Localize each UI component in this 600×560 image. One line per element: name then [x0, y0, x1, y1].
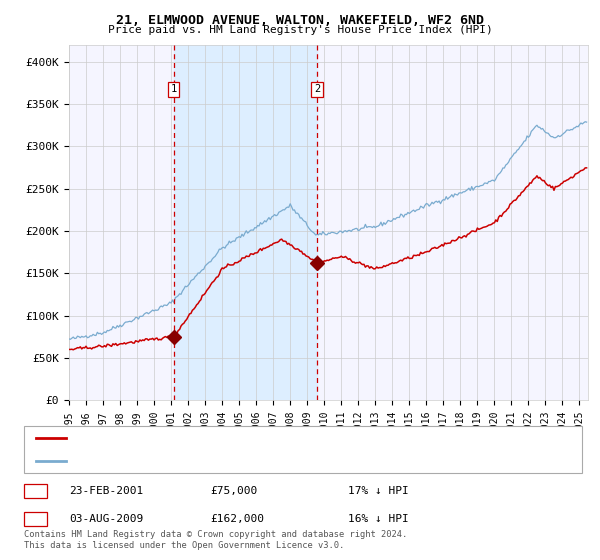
- Text: 16% ↓ HPI: 16% ↓ HPI: [348, 514, 409, 524]
- Text: 21, ELMWOOD AVENUE, WALTON, WAKEFIELD, WF2 6ND (detached house): 21, ELMWOOD AVENUE, WALTON, WAKEFIELD, W…: [72, 433, 450, 444]
- Text: £75,000: £75,000: [210, 486, 257, 496]
- Text: 1: 1: [170, 84, 176, 94]
- Bar: [173, 45, 317, 400]
- Text: 2: 2: [314, 84, 320, 94]
- Text: 1: 1: [32, 486, 39, 496]
- Text: Price paid vs. HM Land Registry's House Price Index (HPI): Price paid vs. HM Land Registry's House …: [107, 25, 493, 35]
- Text: 03-AUG-2009: 03-AUG-2009: [69, 514, 143, 524]
- Text: This data is licensed under the Open Government Licence v3.0.: This data is licensed under the Open Gov…: [24, 541, 344, 550]
- Text: £162,000: £162,000: [210, 514, 264, 524]
- Text: 23-FEB-2001: 23-FEB-2001: [69, 486, 143, 496]
- Text: 2: 2: [32, 514, 39, 524]
- Text: Contains HM Land Registry data © Crown copyright and database right 2024.: Contains HM Land Registry data © Crown c…: [24, 530, 407, 539]
- Text: HPI: Average price, detached house, Wakefield: HPI: Average price, detached house, Wake…: [72, 456, 342, 466]
- Text: 21, ELMWOOD AVENUE, WALTON, WAKEFIELD, WF2 6ND: 21, ELMWOOD AVENUE, WALTON, WAKEFIELD, W…: [116, 14, 484, 27]
- Text: 17% ↓ HPI: 17% ↓ HPI: [348, 486, 409, 496]
